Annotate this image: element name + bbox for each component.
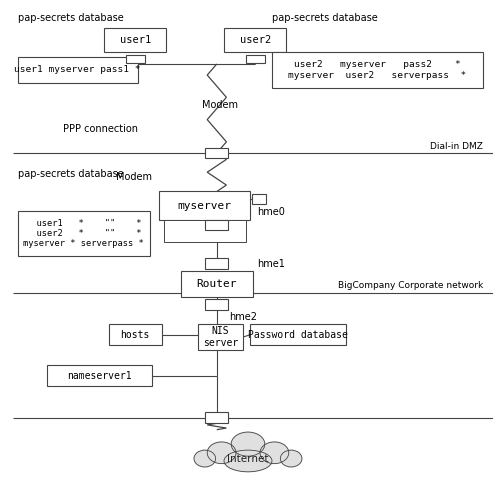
Text: NIS
server: NIS server bbox=[203, 326, 238, 348]
Text: Dial-in DMZ: Dial-in DMZ bbox=[430, 141, 483, 151]
Text: PPP connection: PPP connection bbox=[63, 124, 138, 134]
FancyBboxPatch shape bbox=[272, 52, 483, 88]
Text: user1: user1 bbox=[120, 35, 151, 45]
FancyBboxPatch shape bbox=[18, 211, 150, 257]
FancyBboxPatch shape bbox=[18, 57, 138, 83]
Text: pap-secrets database: pap-secrets database bbox=[18, 169, 124, 180]
FancyBboxPatch shape bbox=[164, 220, 246, 242]
FancyBboxPatch shape bbox=[46, 365, 152, 386]
FancyBboxPatch shape bbox=[206, 220, 228, 230]
Text: hme0: hme0 bbox=[257, 207, 286, 217]
FancyBboxPatch shape bbox=[246, 55, 265, 63]
Ellipse shape bbox=[231, 432, 265, 456]
Ellipse shape bbox=[260, 442, 289, 464]
Text: myserver: myserver bbox=[178, 201, 232, 211]
Text: hme1: hme1 bbox=[257, 258, 286, 269]
Text: hme2: hme2 bbox=[229, 312, 257, 321]
Text: user2   myserver   pass2    *
myserver  user2   serverpass  *: user2 myserver pass2 * myserver user2 se… bbox=[288, 60, 467, 80]
FancyBboxPatch shape bbox=[250, 324, 346, 346]
FancyBboxPatch shape bbox=[181, 271, 253, 297]
Ellipse shape bbox=[194, 450, 215, 467]
Ellipse shape bbox=[207, 442, 236, 464]
FancyBboxPatch shape bbox=[206, 258, 228, 269]
Text: Password database: Password database bbox=[248, 330, 348, 340]
Text: Internet: Internet bbox=[227, 454, 269, 464]
Ellipse shape bbox=[224, 450, 272, 472]
Text: pap-secrets database: pap-secrets database bbox=[18, 14, 124, 23]
FancyBboxPatch shape bbox=[159, 192, 250, 220]
FancyBboxPatch shape bbox=[224, 28, 287, 52]
Text: hosts: hosts bbox=[121, 330, 150, 340]
FancyBboxPatch shape bbox=[198, 324, 243, 350]
Text: user2: user2 bbox=[240, 35, 271, 45]
FancyBboxPatch shape bbox=[109, 324, 162, 346]
FancyBboxPatch shape bbox=[206, 299, 228, 310]
Text: nameserver1: nameserver1 bbox=[67, 371, 131, 380]
Text: BigCompany Corporate network: BigCompany Corporate network bbox=[338, 281, 483, 290]
Text: user1 myserver pass1 *: user1 myserver pass1 * bbox=[14, 65, 141, 75]
Text: user1   *    ""    *
  user2   *    ""    *
myserver * serverpass *: user1 * "" * user2 * "" * myserver * ser… bbox=[23, 219, 144, 248]
Ellipse shape bbox=[281, 450, 302, 467]
FancyBboxPatch shape bbox=[206, 412, 228, 423]
FancyBboxPatch shape bbox=[125, 55, 145, 63]
FancyBboxPatch shape bbox=[104, 28, 166, 52]
FancyBboxPatch shape bbox=[206, 148, 228, 158]
Text: Modem: Modem bbox=[116, 172, 152, 182]
Text: Modem: Modem bbox=[203, 100, 239, 110]
Text: Router: Router bbox=[197, 279, 237, 289]
FancyBboxPatch shape bbox=[252, 194, 266, 203]
Text: pap-secrets database: pap-secrets database bbox=[272, 14, 378, 23]
